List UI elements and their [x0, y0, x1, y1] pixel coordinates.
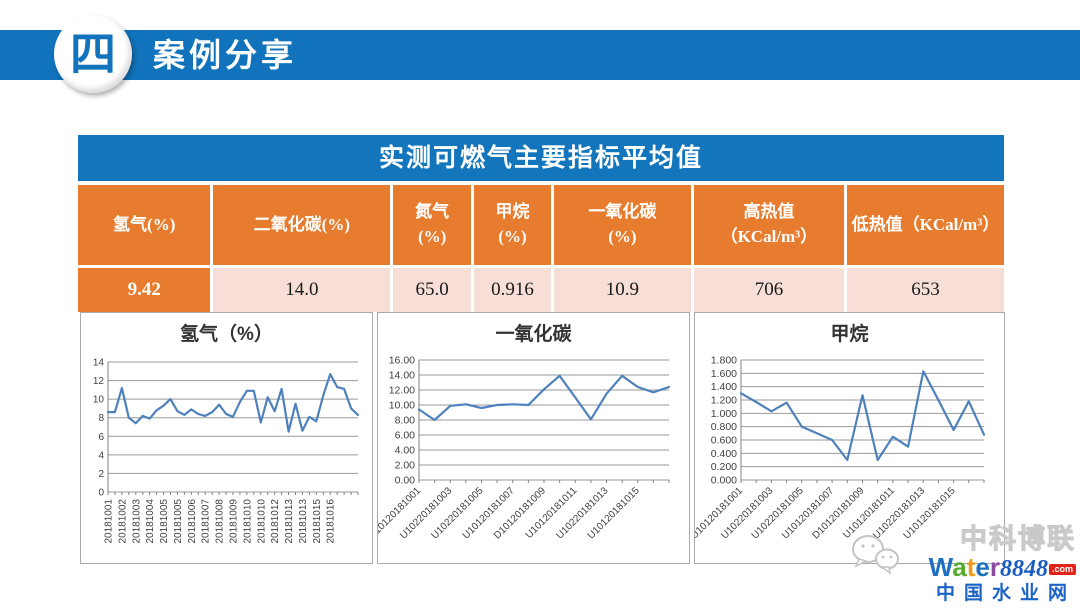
svg-text:0.000: 0.000	[711, 475, 737, 487]
svg-text:14.00: 14.00	[389, 370, 415, 382]
svg-text:2.00: 2.00	[395, 460, 416, 472]
svg-text:14: 14	[93, 358, 105, 369]
section-number-badge: 四	[54, 15, 132, 93]
wordmark-com-badge: .com	[1048, 564, 1076, 576]
svg-text:0.400: 0.400	[711, 448, 737, 460]
svg-text:20181005: 20181005	[159, 499, 170, 544]
svg-text:20181016: 20181016	[326, 499, 337, 544]
svg-text:6: 6	[98, 432, 104, 443]
column-header-high-heat: 高热值 （KCal/m³）	[693, 185, 844, 265]
svg-text:4.00: 4.00	[395, 445, 416, 457]
svg-text:0: 0	[98, 488, 104, 499]
table-data-row: 9.42 14.0 65.0 0.916 10.9 706 653	[78, 268, 1004, 312]
value-low-heat: 653	[846, 268, 1004, 312]
chart-title-methane: 甲烷	[830, 324, 869, 345]
svg-text:20181006: 20181006	[187, 499, 198, 544]
svg-text:1.000: 1.000	[711, 408, 737, 420]
svg-text:1.200: 1.200	[711, 395, 737, 407]
value-high-heat: 706	[693, 268, 844, 312]
water-letters: Water	[928, 552, 1000, 583]
svg-text:10: 10	[93, 395, 105, 406]
table-header-row: 氢气(%) 二氧化碳(%) 氮气 (%) 甲烷 (%) 一氧化碳 (%) 高热值 （KC…	[78, 185, 1004, 265]
svg-text:20181007: 20181007	[201, 499, 212, 544]
svg-text:20181010: 20181010	[256, 499, 267, 544]
chart-panel-hydrogen: 氢气（%） 14 12 10 8 6 4 2 0 20181001 20181002 2018100…	[80, 312, 373, 564]
svg-text:0.600: 0.600	[711, 435, 737, 447]
wordmark-number: 8848	[999, 556, 1048, 583]
column-header-co: 一氧化碳 (%)	[553, 185, 691, 265]
watermark-brand: 中科博联	[960, 524, 1076, 555]
value-nitrogen: 65.0	[393, 268, 472, 312]
table-title: 实测可燃气主要指标平均值	[78, 135, 1004, 181]
svg-text:20181013: 20181013	[298, 499, 309, 544]
svg-text:6.00: 6.00	[395, 430, 416, 442]
svg-text:8.00: 8.00	[395, 415, 416, 427]
svg-text:12.00: 12.00	[389, 385, 415, 397]
page-title: 案例分享	[153, 37, 298, 73]
column-header-nitrogen: 氮气 (%)	[393, 185, 472, 265]
svg-text:20181008: 20181008	[215, 499, 226, 544]
chart-title-hydrogen: 氢气（%）	[180, 324, 273, 345]
column-header-methane: 甲烷 (%)	[474, 185, 551, 265]
svg-text:1.400: 1.400	[711, 381, 737, 393]
title-banner	[0, 30, 1080, 80]
svg-text:20181015: 20181015	[312, 499, 323, 544]
svg-text:10.00: 10.00	[389, 400, 415, 412]
svg-text:20181002: 20181002	[117, 499, 128, 544]
co-line-chart: 16.00 14.00 12.00 10.00 8.00 6.00 4.00 2.00 0.00…	[378, 355, 671, 541]
column-header-co2: 二氧化碳(%)	[213, 185, 391, 265]
chart-title-co: 一氧化碳	[495, 324, 572, 345]
water8848-wordmark: Water8848 .com	[861, 554, 1076, 581]
svg-text:12: 12	[93, 376, 105, 387]
watermark-site-cn: 中国水业网	[935, 583, 1076, 605]
svg-text:20181001: 20181001	[104, 499, 115, 544]
chart-panel-methane: 甲烷 1.800 1.600 1.400 1.200 1.000 0.800 0.600 0.…	[694, 312, 1005, 564]
svg-text:16.00: 16.00	[389, 355, 415, 367]
chart-panel-co: 一氧化碳 16.00 14.00 12.00 10.00 8.00 6.00 4.00 2.0…	[377, 312, 690, 564]
svg-text:20181013: 20181013	[284, 499, 295, 544]
value-hydrogen: 9.42	[78, 268, 211, 312]
section-number-label: 四	[70, 28, 116, 80]
column-header-hydrogen: 氢气(%)	[78, 185, 211, 265]
svg-text:20181010: 20181010	[242, 499, 253, 544]
svg-text:2: 2	[98, 469, 104, 480]
svg-text:4: 4	[98, 450, 104, 461]
value-co: 10.9	[553, 268, 691, 312]
svg-text:20181009: 20181009	[229, 499, 240, 544]
wechat-bubbles-icon	[849, 532, 901, 581]
svg-text:20181005: 20181005	[173, 499, 184, 544]
svg-text:0.00: 0.00	[395, 475, 416, 487]
svg-text:0.200: 0.200	[711, 461, 737, 473]
svg-text:20181003: 20181003	[131, 499, 142, 544]
svg-text:1.600: 1.600	[711, 368, 737, 380]
column-header-low-heat: 低热值（KCal/m³）	[846, 185, 1004, 265]
site-watermark: 中科博联 Water8848 .com 中国水业网	[852, 524, 1076, 606]
svg-text:1.800: 1.800	[711, 355, 737, 367]
value-co2: 14.0	[213, 268, 391, 312]
value-methane: 0.916	[474, 268, 551, 312]
gas-indicators-table: 实测可燃气主要指标平均值 氢气(%) 二氧化碳(%) 氮气 (%) 甲烷 (%) 一…	[78, 135, 1004, 312]
svg-text:20181012: 20181012	[270, 499, 281, 544]
svg-text:0.800: 0.800	[711, 421, 737, 433]
svg-text:8: 8	[98, 413, 104, 424]
svg-text:20181004: 20181004	[145, 499, 156, 544]
